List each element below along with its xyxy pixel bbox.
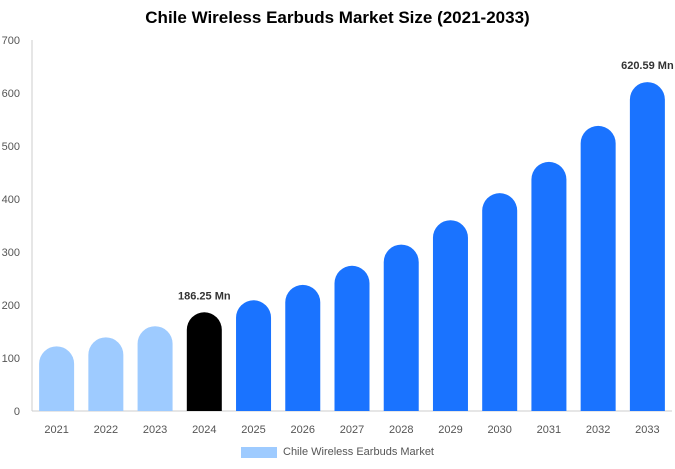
x-tick-label: 2028 [389,424,413,436]
legend: Chile Wireless Earbuds Market [0,446,675,458]
y-tick-label: 600 [2,88,20,100]
x-tick-label: 2029 [438,424,462,436]
x-tick-label: 2025 [241,424,265,436]
bar-2033 [629,82,665,411]
data-label-2033: 620.59 Mn [621,60,674,72]
bar-2030 [482,193,518,411]
x-tick-label: 2030 [487,424,511,436]
data-label-2024: 186.25 Mn [178,290,231,302]
bar-2021 [39,346,75,411]
bar-2029 [432,220,468,411]
x-tick-label: 2027 [340,424,364,436]
y-tick-label: 700 [2,35,20,47]
chart-title: Chile Wireless Earbuds Market Size (2021… [145,8,530,27]
bar-2024 [186,312,222,411]
bar-2023 [137,326,173,411]
bar-2022 [88,337,124,411]
bar-2026 [285,284,321,411]
y-tick-label: 100 [2,353,20,365]
bar-2031 [531,161,567,411]
y-tick-label: 200 [2,300,20,312]
bar-2027 [334,265,370,411]
legend-swatch [241,446,277,458]
legend-label: Chile Wireless Earbuds Market [283,446,434,458]
x-tick-label: 2032 [586,424,610,436]
x-tick-label: 2023 [143,424,167,436]
bar-2025 [236,300,272,411]
bar-2032 [580,125,616,411]
x-tick-label: 2033 [635,424,659,436]
x-tick-label: 2024 [192,424,216,436]
bar-2028 [383,244,419,411]
x-tick-label: 2031 [537,424,561,436]
x-tick-label: 2026 [291,424,315,436]
x-tick-label: 2022 [94,424,118,436]
y-tick-label: 300 [2,247,20,259]
y-tick-label: 500 [2,141,20,153]
y-tick-label: 0 [14,406,20,418]
x-tick-label: 2021 [44,424,68,436]
y-tick-label: 400 [2,194,20,206]
